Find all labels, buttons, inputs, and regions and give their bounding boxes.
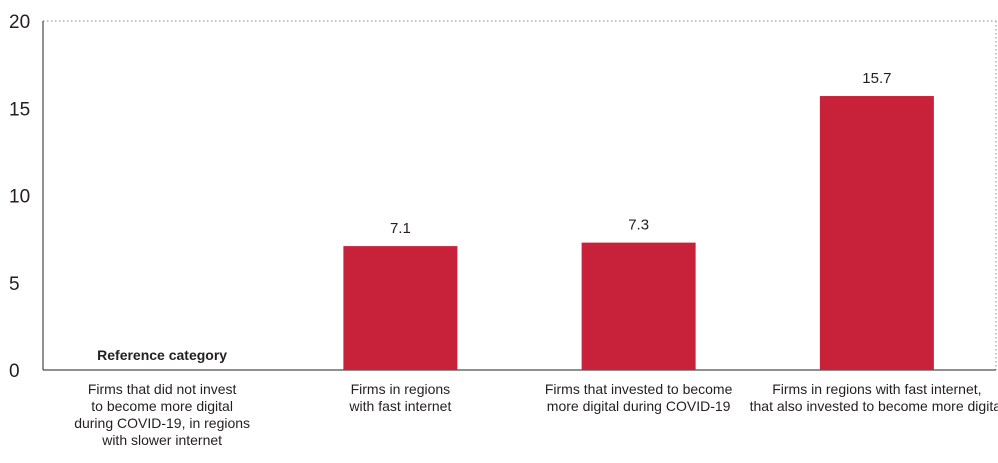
bar-value-label: 15.7 bbox=[862, 70, 891, 87]
x-axis: Firms that did not invest to become more … bbox=[74, 381, 998, 448]
bar bbox=[581, 242, 696, 370]
x-category-label: Firms that did not invest to become more … bbox=[74, 381, 250, 448]
x-category-label: Firms that invested to become more digita… bbox=[545, 381, 733, 414]
y-axis: 0 5 10 15 20 bbox=[9, 12, 30, 382]
x-category-label: Firms in regions with fast internet bbox=[348, 381, 451, 414]
bar bbox=[343, 246, 458, 370]
bar bbox=[819, 96, 934, 370]
y-tick-label: 0 bbox=[9, 361, 20, 382]
reference-category-label: Reference category bbox=[97, 347, 227, 363]
x-category-label: Firms in regions with fast internet, that… bbox=[750, 381, 998, 414]
y-tick-label: 5 bbox=[9, 274, 20, 295]
y-tick-label: 15 bbox=[9, 99, 30, 120]
y-tick-label: 10 bbox=[9, 187, 30, 208]
bars: Reference category 7.1 7.3 15.7 bbox=[97, 70, 934, 370]
y-tick-label: 20 bbox=[9, 12, 30, 33]
bar-value-label: 7.3 bbox=[628, 217, 649, 234]
bar-value-label: 7.1 bbox=[390, 220, 411, 237]
